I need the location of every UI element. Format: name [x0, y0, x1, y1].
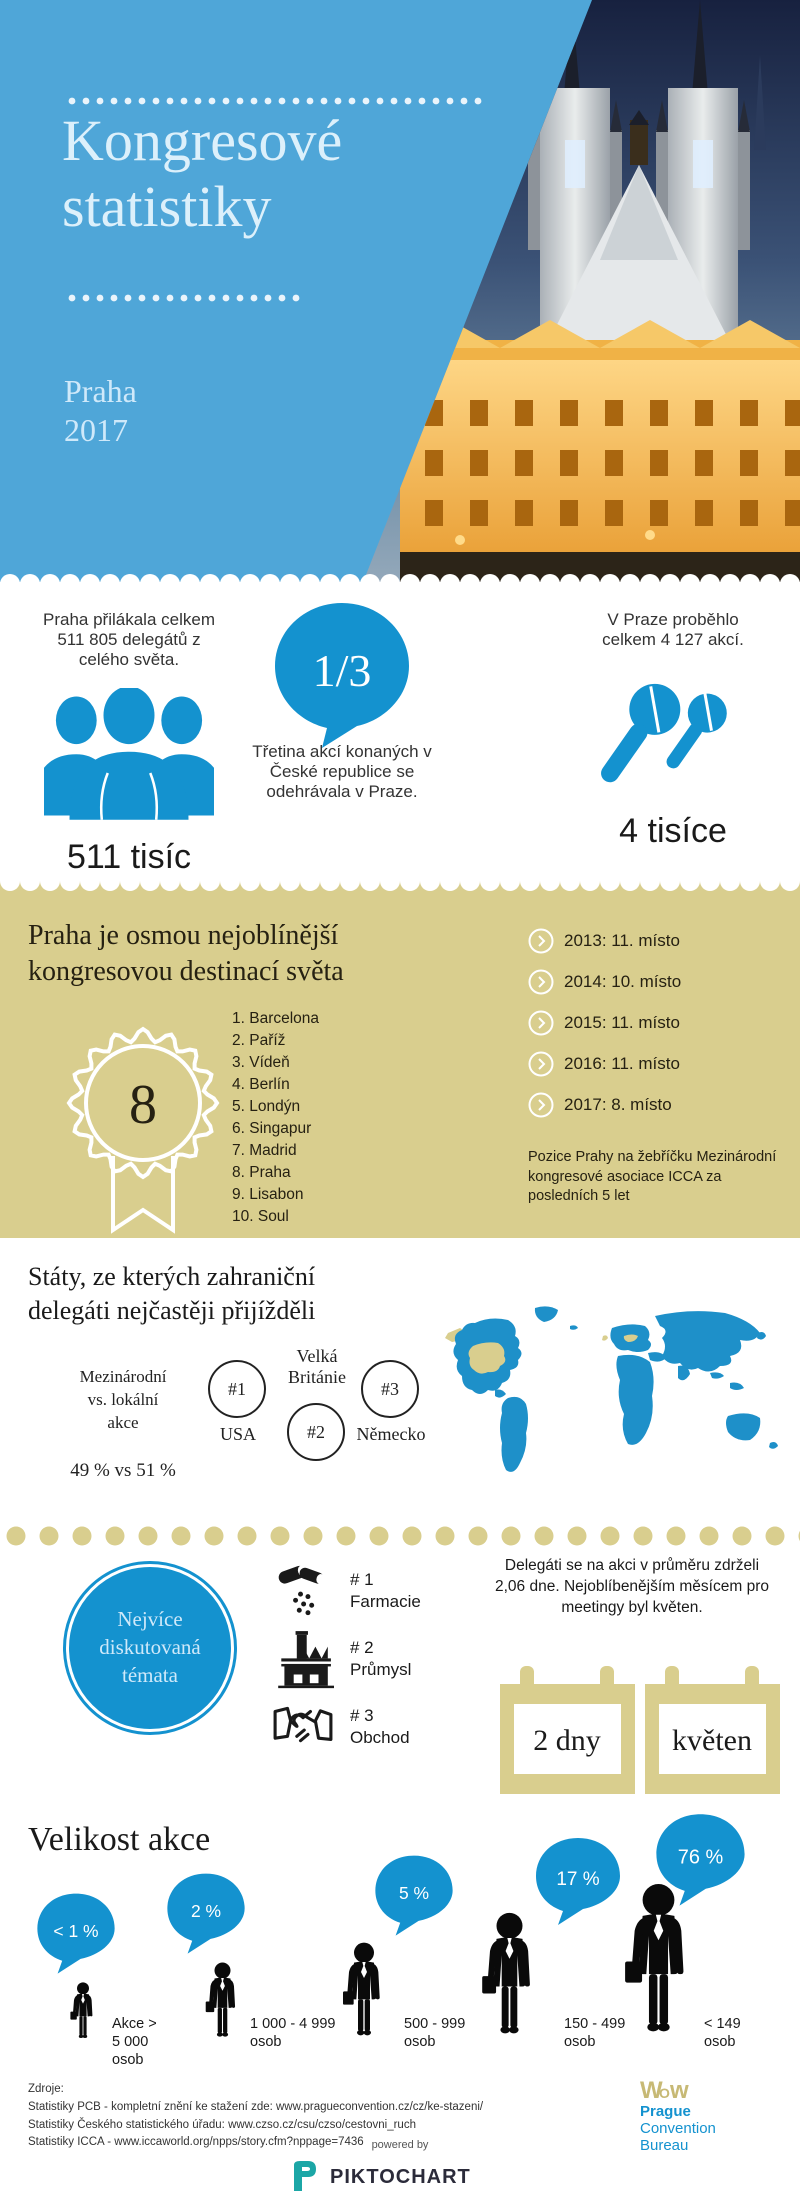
svg-text:květen: květen	[672, 1724, 752, 1757]
svg-text:w: w	[669, 2077, 689, 2104]
svg-text:17 %: 17 %	[556, 1869, 599, 1890]
svg-text:2 dny: 2 dny	[533, 1724, 601, 1757]
svg-text:76 %: 76 %	[678, 1847, 724, 1869]
svg-text:O: O	[659, 2085, 670, 2101]
svg-text:2 %: 2 %	[191, 1901, 221, 1921]
svg-text:PIKTOCHART: PIKTOCHART	[330, 2166, 471, 2188]
svg-text:8: 8	[129, 1074, 157, 1136]
svg-text:5 %: 5 %	[399, 1883, 429, 1903]
svg-text:Prague: Prague	[640, 2103, 691, 2120]
svg-text:< 1 %: < 1 %	[53, 1921, 98, 1941]
svg-text:1/3: 1/3	[313, 645, 372, 696]
svg-text:Convention: Convention	[640, 2120, 716, 2137]
